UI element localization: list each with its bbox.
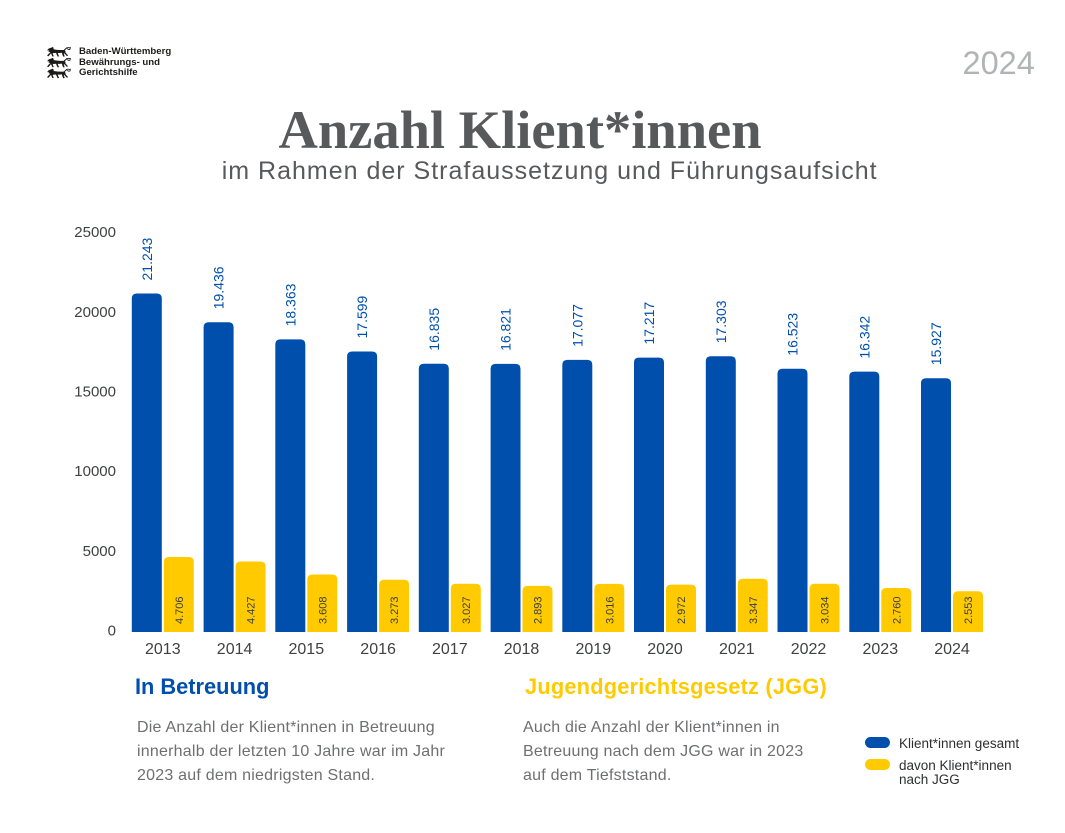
svg-text:3.347: 3.347 [748, 596, 760, 624]
svg-text:2016: 2016 [360, 641, 396, 658]
svg-text:10000: 10000 [74, 463, 116, 480]
svg-text:2021: 2021 [719, 641, 755, 658]
svg-text:2.760: 2.760 [891, 596, 903, 624]
svg-text:15.927: 15.927 [928, 322, 944, 365]
svg-text:25000: 25000 [74, 224, 116, 241]
svg-text:2024: 2024 [934, 641, 970, 658]
svg-text:3.273: 3.273 [389, 596, 401, 624]
svg-text:20000: 20000 [74, 304, 116, 321]
svg-text:4.427: 4.427 [246, 596, 258, 624]
svg-text:5000: 5000 [83, 543, 116, 560]
svg-text:2.972: 2.972 [676, 596, 688, 624]
svg-text:3.608: 3.608 [317, 596, 329, 624]
svg-text:2020: 2020 [647, 641, 683, 658]
svg-text:2.893: 2.893 [533, 596, 545, 624]
svg-text:2013: 2013 [145, 641, 181, 658]
svg-text:16.821: 16.821 [498, 308, 514, 351]
svg-text:2015: 2015 [289, 641, 325, 658]
svg-text:2014: 2014 [217, 641, 253, 658]
svg-text:2.553: 2.553 [963, 596, 975, 624]
svg-text:2023: 2023 [863, 641, 899, 658]
svg-text:18.363: 18.363 [282, 283, 298, 326]
svg-text:2018: 2018 [504, 641, 540, 658]
svg-text:16.835: 16.835 [426, 308, 442, 351]
svg-text:21.243: 21.243 [139, 237, 155, 280]
svg-text:2022: 2022 [791, 641, 827, 658]
svg-text:3.016: 3.016 [604, 596, 616, 624]
svg-text:17.599: 17.599 [354, 295, 370, 338]
svg-text:3.027: 3.027 [461, 596, 473, 624]
svg-text:17.303: 17.303 [713, 300, 729, 343]
svg-text:15000: 15000 [74, 384, 116, 401]
svg-text:3.034: 3.034 [820, 596, 832, 624]
svg-text:2017: 2017 [432, 641, 468, 658]
svg-text:4.706: 4.706 [174, 596, 186, 624]
svg-text:17.217: 17.217 [641, 302, 657, 345]
svg-text:16.523: 16.523 [785, 313, 801, 356]
svg-text:0: 0 [108, 623, 116, 640]
svg-text:17.077: 17.077 [569, 304, 585, 347]
svg-text:19.436: 19.436 [211, 266, 227, 309]
svg-text:16.342: 16.342 [856, 316, 872, 359]
svg-text:2019: 2019 [576, 641, 612, 658]
